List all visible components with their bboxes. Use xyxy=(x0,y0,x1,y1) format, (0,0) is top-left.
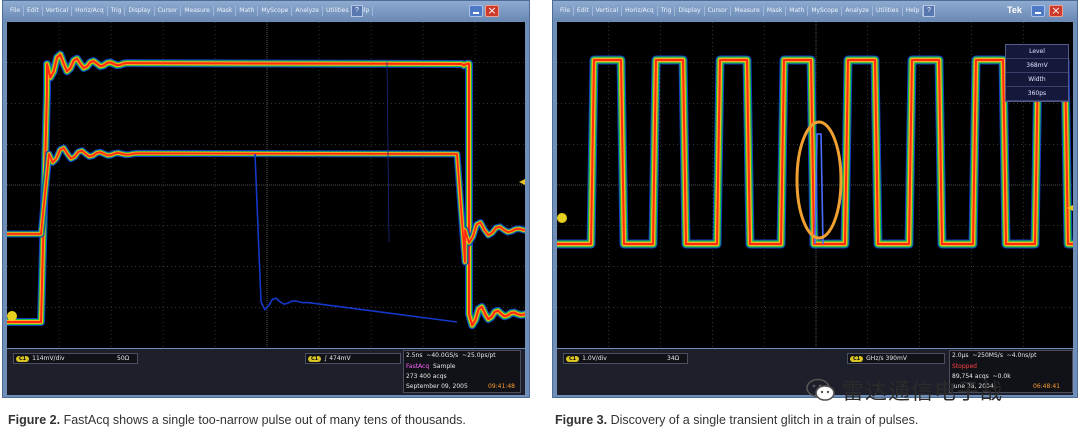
resolution: ~4.0ns/pt xyxy=(1006,352,1037,359)
acq-time: 09:41:48 xyxy=(488,383,515,390)
level-label[interactable]: Level xyxy=(1006,45,1068,59)
minimize-icon[interactable] xyxy=(469,5,483,17)
acq-mode-fastacq: FastAcq xyxy=(406,363,430,370)
tek-logo: Tek xyxy=(1007,5,1022,15)
trigger-edge-icon: ∫ xyxy=(324,355,330,362)
figure2-waveform-display xyxy=(7,22,525,348)
acq-time: 06:48:41 xyxy=(1033,383,1060,390)
trigger-level-marker-icon xyxy=(1067,205,1073,211)
menu-item-cursor[interactable]: Cursor xyxy=(155,6,182,16)
glitch-highlight-ring xyxy=(795,120,843,240)
faint-trace xyxy=(386,61,390,243)
menu-item-analyze[interactable]: Analyze xyxy=(292,6,323,16)
menu-item-horiz-acq[interactable]: Horiz/Acq xyxy=(72,6,108,16)
acq-count: 89,754 acqs xyxy=(952,373,989,380)
channel-marker-icon xyxy=(557,213,567,223)
timebase: 2.0µs xyxy=(952,352,969,359)
menu-item-vertical[interactable]: Vertical xyxy=(593,6,623,16)
help-icon[interactable]: ? xyxy=(923,5,935,17)
trace-upper xyxy=(7,50,525,330)
figure2-menubar: File Edit Vertical Horiz/Acq Trig Display Curs… xyxy=(3,1,529,21)
trace-middle xyxy=(7,144,525,266)
minimize-icon[interactable] xyxy=(1031,5,1045,17)
sample-rate: ~40.0GS/s xyxy=(426,352,459,359)
menu-item-measure[interactable]: Measure xyxy=(181,6,214,16)
menu-item-file[interactable]: File xyxy=(7,6,25,16)
acq-date: September 09, 2005 xyxy=(406,383,468,390)
acq-state: Stopped xyxy=(952,363,977,370)
menu-item-horiz-acq[interactable]: Horiz/Acq xyxy=(622,6,658,16)
help-icon[interactable]: ? xyxy=(351,5,363,17)
menu-item-math[interactable]: Math xyxy=(786,6,809,16)
trigger-badge[interactable]: C1 xyxy=(308,356,322,362)
sample-rate: ~250MS/s xyxy=(972,352,1003,359)
watermark: 雷达通信电子战 xyxy=(806,374,1003,406)
menu-item-file[interactable]: File xyxy=(557,6,575,16)
wechat-icon xyxy=(806,378,836,402)
acq-mode-sample: Sample xyxy=(433,363,456,370)
width-value[interactable]: 360ps xyxy=(1006,87,1068,101)
ch1-scale: 1.0V/div xyxy=(582,355,607,362)
figure3-status-bar: C1 1.0V/div 34Ω C1 GHz/s 390mV 2.0µs ~250M… xyxy=(557,349,1073,395)
pulse-train-trace xyxy=(557,55,1073,249)
acq-date: June 28, 2004 xyxy=(952,383,994,390)
ch1-badge[interactable]: C1 xyxy=(16,356,30,362)
figure3-scope-window: File Edit Vertical Horiz/Acq Trig Display Curs… xyxy=(552,0,1078,398)
menu-item-trig[interactable]: Trig xyxy=(108,6,126,16)
ch1-badge[interactable]: C1 xyxy=(566,356,580,362)
menu-item-myscope[interactable]: MyScope xyxy=(808,6,843,16)
trigger-badge[interactable]: C1 xyxy=(850,356,864,362)
menu-item-edit[interactable]: Edit xyxy=(574,6,593,16)
ch1-scale: 114mV/div xyxy=(32,355,65,362)
channel-marker-icon xyxy=(7,311,17,321)
menu-item-utilities[interactable]: Utilities xyxy=(873,6,903,16)
menu-item-measure[interactable]: Measure xyxy=(731,6,764,16)
glitch-trace xyxy=(814,133,824,245)
menu-item-display[interactable]: Display xyxy=(125,6,155,16)
ch1-impedance: 34Ω xyxy=(667,355,680,362)
figure3-menubar: File Edit Vertical Horiz/Acq Trig Display Curs… xyxy=(553,1,1077,21)
close-icon[interactable] xyxy=(1049,4,1063,17)
trigger-level-marker-icon xyxy=(519,179,525,185)
figure3-caption: Figure 3. Discovery of a single transien… xyxy=(555,413,919,427)
menu-item-trig[interactable]: Trig xyxy=(658,6,676,16)
menu-item-display[interactable]: Display xyxy=(675,6,705,16)
menu-item-edit[interactable]: Edit xyxy=(24,6,43,16)
figure3-waveform-svg xyxy=(557,22,1073,348)
menu-item-help[interactable]: Help xyxy=(903,6,924,16)
menu-item-analyze[interactable]: Analyze xyxy=(842,6,873,16)
width-trigger-menu: Level 368mV Width 360ps xyxy=(1005,44,1069,102)
menu-item-mask[interactable]: Mask xyxy=(764,6,787,16)
figure2-scope-window: File Edit Vertical Horiz/Acq Trig Display Curs… xyxy=(2,0,530,398)
menu-item-cursor[interactable]: Cursor xyxy=(705,6,732,16)
ch1-impedance: 50Ω xyxy=(117,355,130,362)
menu-item-myscope[interactable]: MyScope xyxy=(258,6,293,16)
trigger-info: GHz/s 390mV xyxy=(866,355,907,362)
figure2-caption: Figure 2. FastAcq shows a single too-nar… xyxy=(8,413,466,427)
watermark-text: 雷达通信电子战 xyxy=(842,380,1004,405)
menu-item-utilities[interactable]: Utilities xyxy=(323,6,353,16)
menu-item-mask[interactable]: Mask xyxy=(214,6,237,16)
narrow-pulse-trace xyxy=(254,153,458,323)
resolution: ~25.0ps/pt xyxy=(462,352,496,359)
figure2-waveform-svg xyxy=(7,22,525,348)
figure2-status-bar: C1 114mV/div 50Ω C1 ∫ 474mV 2.5ns ~40.0GS/… xyxy=(7,349,525,395)
menu-item-vertical[interactable]: Vertical xyxy=(43,6,73,16)
close-icon[interactable] xyxy=(485,4,499,17)
figure3-waveform-display: Level 368mV Width 360ps xyxy=(557,22,1073,348)
menu-item-math[interactable]: Math xyxy=(236,6,259,16)
acq-extra: ~0.0k xyxy=(992,373,1011,380)
level-value[interactable]: 368mV xyxy=(1006,59,1068,73)
width-label[interactable]: Width xyxy=(1006,73,1068,87)
acq-count: 273 400 acqs xyxy=(406,373,447,380)
timebase: 2.5ns xyxy=(406,352,423,359)
trigger-level: 474mV xyxy=(329,355,351,362)
